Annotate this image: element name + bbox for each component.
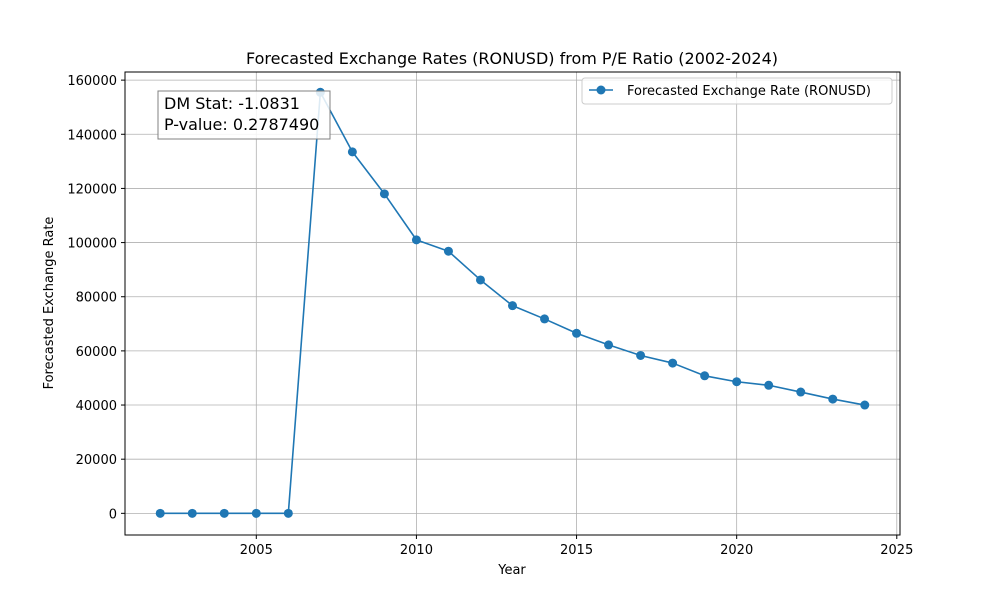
data-point xyxy=(700,371,710,381)
y-tick-label: 0 xyxy=(109,507,117,522)
plot-area-frame xyxy=(124,71,901,536)
y-tick-label: 20000 xyxy=(76,453,117,468)
annotation-dm-stat: DM Stat: -1.0831 xyxy=(164,94,300,113)
y-tick-label: 60000 xyxy=(76,345,117,360)
chart-title: Forecasted Exchange Rates (RONUSD) from … xyxy=(246,49,778,68)
y-tick-label: 40000 xyxy=(76,399,117,414)
data-point xyxy=(443,246,453,256)
y-tick-label: 100000 xyxy=(67,237,117,252)
y-axis-ticks: 0 20000 40000 60000 80000 100000 120000 140000 1… xyxy=(67,74,125,522)
x-axis-label: Year xyxy=(497,563,526,578)
data-point xyxy=(508,301,517,311)
x-axis-ticks: 2005 2010 2015 2020 2025 xyxy=(240,535,913,558)
annotation-frame xyxy=(157,90,331,140)
data-point xyxy=(604,340,614,350)
x-tick-label: 2010 xyxy=(400,543,433,558)
data-point xyxy=(540,314,550,324)
data-point xyxy=(251,508,261,518)
data-point xyxy=(860,400,870,410)
data-point xyxy=(411,235,421,245)
data-point xyxy=(636,350,646,360)
x-tick-label: 2020 xyxy=(720,543,753,558)
y-tick-label: 120000 xyxy=(67,182,117,197)
data-point xyxy=(732,377,742,387)
data-point xyxy=(187,508,197,518)
annotation-p-value: P-value: 0.2787490 xyxy=(164,115,319,134)
series-layer xyxy=(155,87,870,518)
data-point xyxy=(155,508,165,518)
y-tick-label: 80000 xyxy=(76,291,117,306)
data-point xyxy=(572,328,582,338)
y-tick-label: 160000 xyxy=(67,74,117,89)
x-tick-label: 2005 xyxy=(240,543,273,558)
x-tick-label: 2015 xyxy=(560,543,593,558)
legend-frame xyxy=(581,77,893,105)
y-axis-label: Forecasted Exchange Rate xyxy=(42,217,57,390)
data-point xyxy=(668,358,678,368)
data-point xyxy=(219,508,229,518)
legend-entry-label: Forecasted Exchange Rate (RONUSD) xyxy=(627,84,871,99)
legend-marker-swatch xyxy=(596,85,606,95)
data-point xyxy=(764,380,774,390)
dm-stat-annotation: DM Stat: -1.0831 P-value: 0.2787490 xyxy=(157,90,331,140)
x-tick-label: 2025 xyxy=(880,543,913,558)
data-point xyxy=(796,387,806,397)
data-point xyxy=(828,394,838,404)
data-point xyxy=(283,508,293,518)
legend: Forecasted Exchange Rate (RONUSD) xyxy=(581,77,893,105)
data-point xyxy=(347,147,357,157)
y-tick-label: 140000 xyxy=(67,128,117,143)
data-point xyxy=(475,275,485,285)
data-point xyxy=(379,189,389,199)
